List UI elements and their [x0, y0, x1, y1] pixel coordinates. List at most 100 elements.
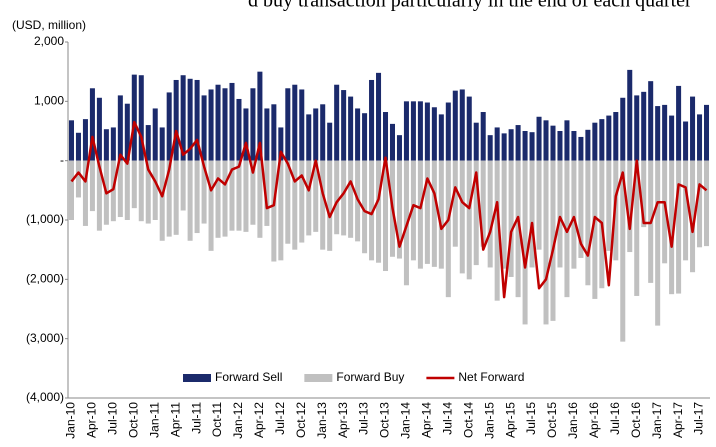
bar: [222, 88, 228, 161]
bar: [278, 127, 284, 161]
bar: [68, 160, 75, 220]
x-tick-label: Jul-15: [524, 402, 538, 435]
bar: [187, 78, 193, 161]
bar: [690, 96, 696, 161]
x-tick-label: Oct-13: [378, 402, 392, 438]
x-tick-label: Apr-15: [503, 402, 517, 438]
bar: [438, 114, 444, 161]
bar: [550, 160, 556, 321]
bar: [641, 160, 647, 228]
bar: [285, 88, 291, 161]
bar: [194, 79, 200, 161]
bar: [229, 160, 235, 231]
bar: [466, 160, 472, 280]
bar: [313, 108, 319, 161]
bar: [250, 160, 256, 225]
bar: [403, 101, 409, 161]
x-tick-label: Jan-14: [399, 402, 413, 439]
bar: [327, 160, 333, 251]
bar: [208, 89, 214, 161]
y-tick-label: (4,000): [26, 390, 64, 404]
legend-label: Forward Sell: [215, 370, 282, 384]
bar: [166, 92, 172, 161]
bar: [592, 160, 598, 299]
bar: [271, 160, 277, 262]
bar: [236, 160, 242, 231]
bar: [236, 98, 242, 161]
bar: [578, 160, 584, 258]
legend-box: [178, 368, 598, 388]
bar: [222, 160, 228, 237]
bar: [110, 127, 116, 161]
bar: [543, 160, 549, 325]
bar: [138, 160, 144, 222]
bar: [320, 104, 326, 161]
bar: [187, 160, 193, 241]
bar: [327, 122, 333, 161]
bar: [557, 131, 563, 161]
bar: [348, 160, 354, 238]
bar: [369, 79, 375, 161]
bar: [180, 160, 186, 211]
bar: [487, 160, 493, 268]
bar: [334, 84, 340, 161]
bar: [278, 160, 284, 261]
x-tick-label: Apr-13: [336, 402, 350, 438]
bar: [529, 132, 535, 161]
bar: [229, 82, 235, 161]
bar: [82, 119, 88, 161]
x-tick-label: Jul-12: [273, 402, 287, 435]
x-tick-label: Jul-13: [357, 402, 371, 435]
bar: [341, 90, 347, 161]
bar: [348, 96, 354, 161]
bar: [655, 160, 661, 326]
bar: [620, 97, 626, 161]
x-tick-label: Oct-11: [210, 402, 224, 437]
bar: [410, 160, 416, 261]
bar: [131, 160, 137, 209]
bar: [285, 160, 291, 244]
bar: [264, 160, 270, 226]
bar: [669, 160, 675, 295]
bar: [662, 160, 668, 264]
bar: [313, 160, 319, 232]
bar: [466, 96, 472, 161]
bar: [452, 160, 458, 247]
bar: [634, 95, 640, 161]
bar: [138, 75, 144, 161]
bar: [159, 160, 165, 241]
bar: [166, 160, 172, 237]
x-tick-label: Oct-12: [294, 402, 308, 438]
x-tick-label: Jan-10: [64, 402, 78, 439]
bar: [96, 97, 102, 161]
line: [70, 120, 708, 299]
bar: [264, 108, 270, 161]
bar: [299, 89, 305, 161]
bar: [606, 160, 612, 251]
bar: [396, 135, 402, 161]
x-tick-label: Apr-12: [252, 402, 266, 438]
bar: [103, 129, 109, 161]
bar: [376, 72, 382, 161]
bar: [522, 131, 528, 161]
bar: [152, 160, 158, 220]
bar: [585, 160, 591, 286]
bar: [306, 114, 312, 161]
bar: [703, 160, 710, 247]
bar: [124, 103, 130, 161]
bar: [75, 160, 81, 198]
bar: [648, 81, 654, 161]
bar: [152, 108, 158, 161]
bar: [487, 135, 493, 161]
bar: [515, 160, 521, 298]
legend-label: Forward Buy: [336, 370, 404, 384]
bar: [208, 160, 214, 251]
x-tick-label: Apr-16: [587, 402, 601, 438]
bar: [564, 120, 570, 161]
legend-swatch: [183, 374, 211, 382]
y-tick-label: (1,000): [26, 212, 64, 226]
bar: [480, 160, 486, 247]
bar: [641, 91, 647, 161]
bar: [369, 160, 375, 261]
bar: [389, 123, 396, 161]
